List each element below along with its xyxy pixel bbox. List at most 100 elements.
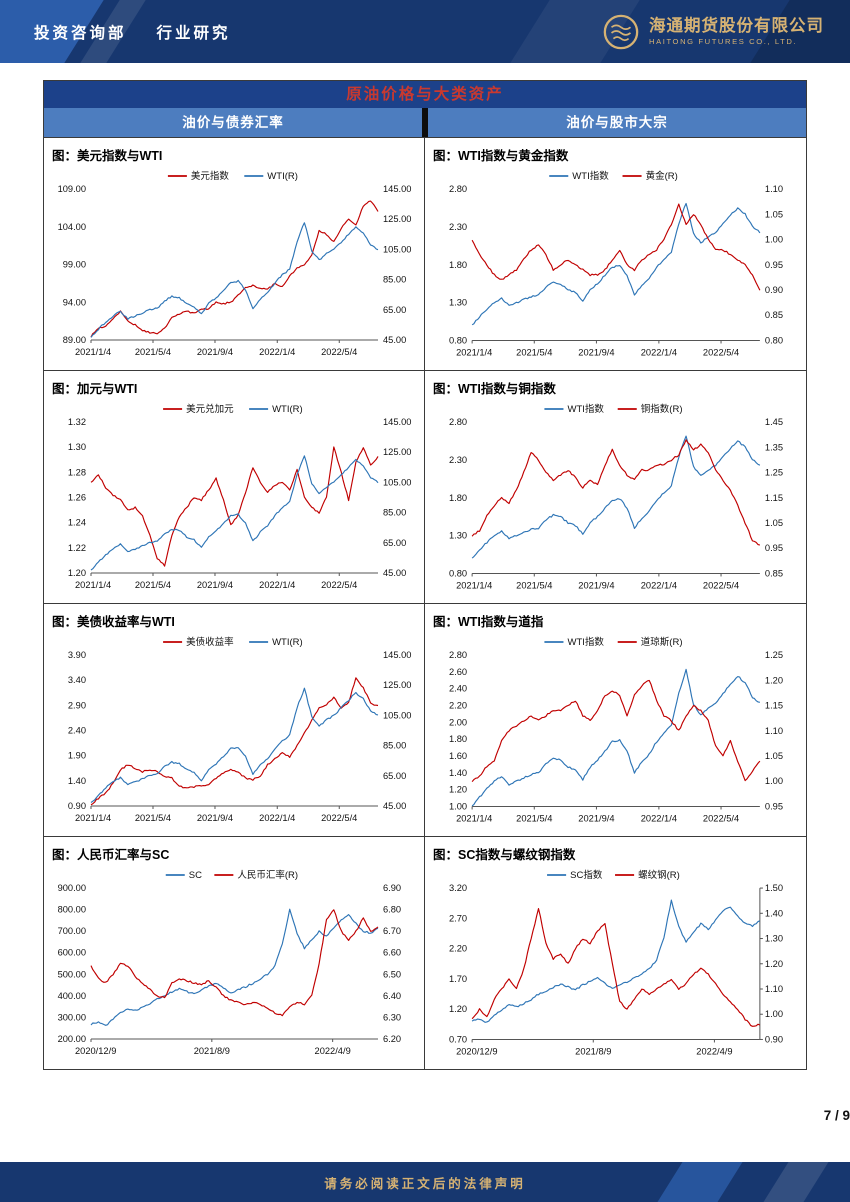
report-content: 原油价格与大类资产 油价与债券汇率 油价与股市大宗 图：美元指数与WTI 美元指数… (43, 80, 850, 1123)
x-axis-tick: 2021/5/4 (135, 347, 171, 357)
x-axis-tick: 2021/9/4 (578, 813, 614, 823)
chart-title-wti-dow: 图：WTI指数与道指 (433, 615, 544, 629)
right-axis-tick: 125.00 (383, 214, 411, 224)
chart-canvas-wti-dow: WTI指数 道琼斯(R) 2.80 2.60 2.40 2.20 2.00 1.80 1.60 1… (449, 636, 783, 823)
x-axis-tick: 2021/9/4 (578, 580, 614, 590)
chart-cell-usd-index-wti: 图：美元指数与WTI 美元指数 WTI(R) 109.00 104.00 99.00 94.… (44, 137, 425, 370)
left-axis-tick: 1.40 (68, 776, 86, 786)
left-axis-tick: 109.00 (58, 184, 86, 194)
header-dept: 投资咨询部 (34, 24, 127, 42)
left-axis-tick: 1.20 (449, 785, 467, 795)
left-axis-tick: 900.00 (58, 883, 86, 893)
x-axis-tick: 2022/1/4 (641, 347, 677, 357)
x-axis-tick: 2021/9/4 (197, 813, 233, 823)
footer-decor-stripe (650, 1162, 750, 1202)
right-axis-tick: 145.00 (383, 417, 411, 427)
chart-cell-cny-sc: 图：人民币汇率与SC SC 人民币汇率(R) 900.00 800.00 700.00 60… (44, 836, 425, 1069)
legend-label-usd-index-wti-1: WTI(R) (267, 171, 298, 182)
chart-canvas-cad-wti: 美元兑加元 WTI(R) 1.32 1.30 1.28 1.26 1.24 1.22 1.20 1… (68, 403, 412, 590)
series-line-wti-gold-0 (471, 202, 761, 326)
right-axis-tick: 6.90 (383, 883, 401, 893)
chart-title-wti-gold: 图：WTI指数与黄金指数 (433, 149, 569, 163)
right-axis-tick: 1.15 (765, 493, 783, 503)
legend-label-ust-yield-wti-0: 美债收益率 (186, 636, 234, 648)
right-axis-tick: 6.80 (383, 905, 401, 915)
series-line-usd-index-wti-1 (90, 222, 379, 338)
footer-decor-stripe (756, 1162, 836, 1202)
left-axis-tick: 1.28 (68, 467, 86, 477)
left-axis-tick: 0.80 (449, 335, 467, 345)
x-axis-tick: 2022/1/4 (259, 813, 295, 823)
left-axis-tick: 3.20 (449, 883, 467, 893)
chart-canvas-ust-yield-wti: 美债收益率 WTI(R) 3.90 3.40 2.90 2.40 1.90 1.40 0.90 1… (68, 636, 412, 823)
header-titles: 投资咨询部 行业研究 (34, 21, 231, 43)
left-axis-tick: 2.80 (449, 417, 467, 427)
right-axis-tick: 65.00 (383, 538, 406, 548)
right-axis-tick: 125.00 (383, 447, 411, 457)
x-axis-tick: 2021/5/4 (135, 580, 171, 590)
left-axis-tick: 99.00 (63, 260, 86, 270)
left-axis-tick: 3.90 (68, 650, 86, 660)
left-axis-tick: 700.00 (58, 926, 86, 936)
x-axis-tick: 2021/9/4 (197, 347, 233, 357)
right-axis-tick: 1.05 (765, 209, 783, 219)
right-axis-tick: 145.00 (383, 650, 411, 660)
series-line-wti-dow-1 (471, 679, 761, 783)
right-axis-tick: 0.85 (765, 568, 783, 578)
left-axis-tick: 1.80 (449, 493, 467, 503)
series-line-cny-sc-0 (90, 908, 379, 1026)
legend-label-wti-dow-1: 道琼斯(R) (641, 636, 683, 648)
right-axis-tick: 45.00 (383, 568, 406, 578)
series-line-wti-copper-1 (471, 439, 761, 546)
left-axis-tick: 1.30 (449, 298, 467, 308)
x-axis-tick: 2021/1/4 (456, 347, 492, 357)
left-axis-tick: 2.20 (449, 701, 467, 711)
right-axis-tick: 0.95 (765, 260, 783, 270)
legend-label-wti-gold-0: WTI指数 (572, 170, 609, 182)
column-divider (422, 108, 428, 137)
series-line-ust-yield-wti-1 (90, 687, 379, 803)
left-axis-tick: 1.80 (449, 734, 467, 744)
charts-grid: 图：美元指数与WTI 美元指数 WTI(R) 109.00 104.00 99.00 94.… (44, 137, 806, 1069)
legend-label-wti-dow-0: WTI指数 (567, 636, 604, 648)
chart-cell-wti-dow: 图：WTI指数与道指 WTI指数 道琼斯(R) 2.80 2.60 2.40 2.20 2.0… (425, 603, 806, 836)
right-axis-tick: 145.00 (383, 184, 411, 194)
left-axis-tick: 2.00 (449, 717, 467, 727)
chart-canvas-wti-copper: WTI指数 铜指数(R) 2.80 2.30 1.80 1.30 0.80 1.45 1.35 1… (449, 403, 783, 590)
left-axis-tick: 1.60 (449, 751, 467, 761)
left-axis-tick: 3.40 (68, 675, 86, 685)
legend-label-cny-sc-1: 人民币汇率(R) (237, 869, 298, 881)
left-axis-tick: 600.00 (58, 948, 86, 958)
x-axis-tick: 2021/1/4 (75, 813, 111, 823)
right-axis-tick: 6.60 (383, 948, 401, 958)
right-axis-tick: 85.00 (383, 275, 406, 285)
x-axis-tick: 2020/12/9 (75, 1046, 116, 1056)
left-axis-tick: 2.90 (68, 700, 86, 710)
left-axis-tick: 500.00 (58, 969, 86, 979)
left-axis-tick: 0.80 (449, 568, 467, 578)
x-axis-tick: 2022/5/4 (703, 580, 739, 590)
right-axis-tick: 0.95 (765, 801, 783, 811)
left-axis-tick: 1.30 (68, 442, 86, 452)
legend-label-sc-rebar-0: SC指数 (570, 869, 603, 881)
left-axis-tick: 94.00 (63, 297, 86, 307)
left-axis-tick: 2.30 (449, 455, 467, 465)
right-axis-tick: 0.85 (765, 310, 783, 320)
legend-label-cad-wti-1: WTI(R) (272, 404, 303, 415)
left-axis-tick: 2.80 (449, 650, 467, 660)
left-axis-tick: 2.40 (68, 726, 86, 736)
series-line-sc-rebar-1 (471, 908, 761, 1027)
chart-canvas-wti-gold: WTI指数 黄金(R) 2.80 2.30 1.80 1.30 0.80 1.10 1.05 1.… (449, 170, 783, 357)
legend-label-wti-gold-1: 黄金(R) (646, 170, 678, 182)
right-axis-tick: 1.45 (765, 417, 783, 427)
left-axis-tick: 1.40 (449, 768, 467, 778)
left-axis-tick: 1.90 (68, 751, 86, 761)
right-axis-tick: 105.00 (383, 244, 411, 254)
legend-label-wti-copper-1: 铜指数(R) (641, 403, 683, 415)
right-axis-tick: 1.25 (765, 468, 783, 478)
company-brand: 海通期货股份有限公司 HAITONG FUTURES CO., LTD. (602, 13, 824, 51)
x-axis-tick: 2022/1/4 (641, 813, 677, 823)
company-name-cn: 海通期货股份有限公司 (649, 16, 824, 36)
chart-title-cad-wti: 图：加元与WTI (52, 382, 138, 396)
right-axis-tick: 65.00 (383, 305, 406, 315)
